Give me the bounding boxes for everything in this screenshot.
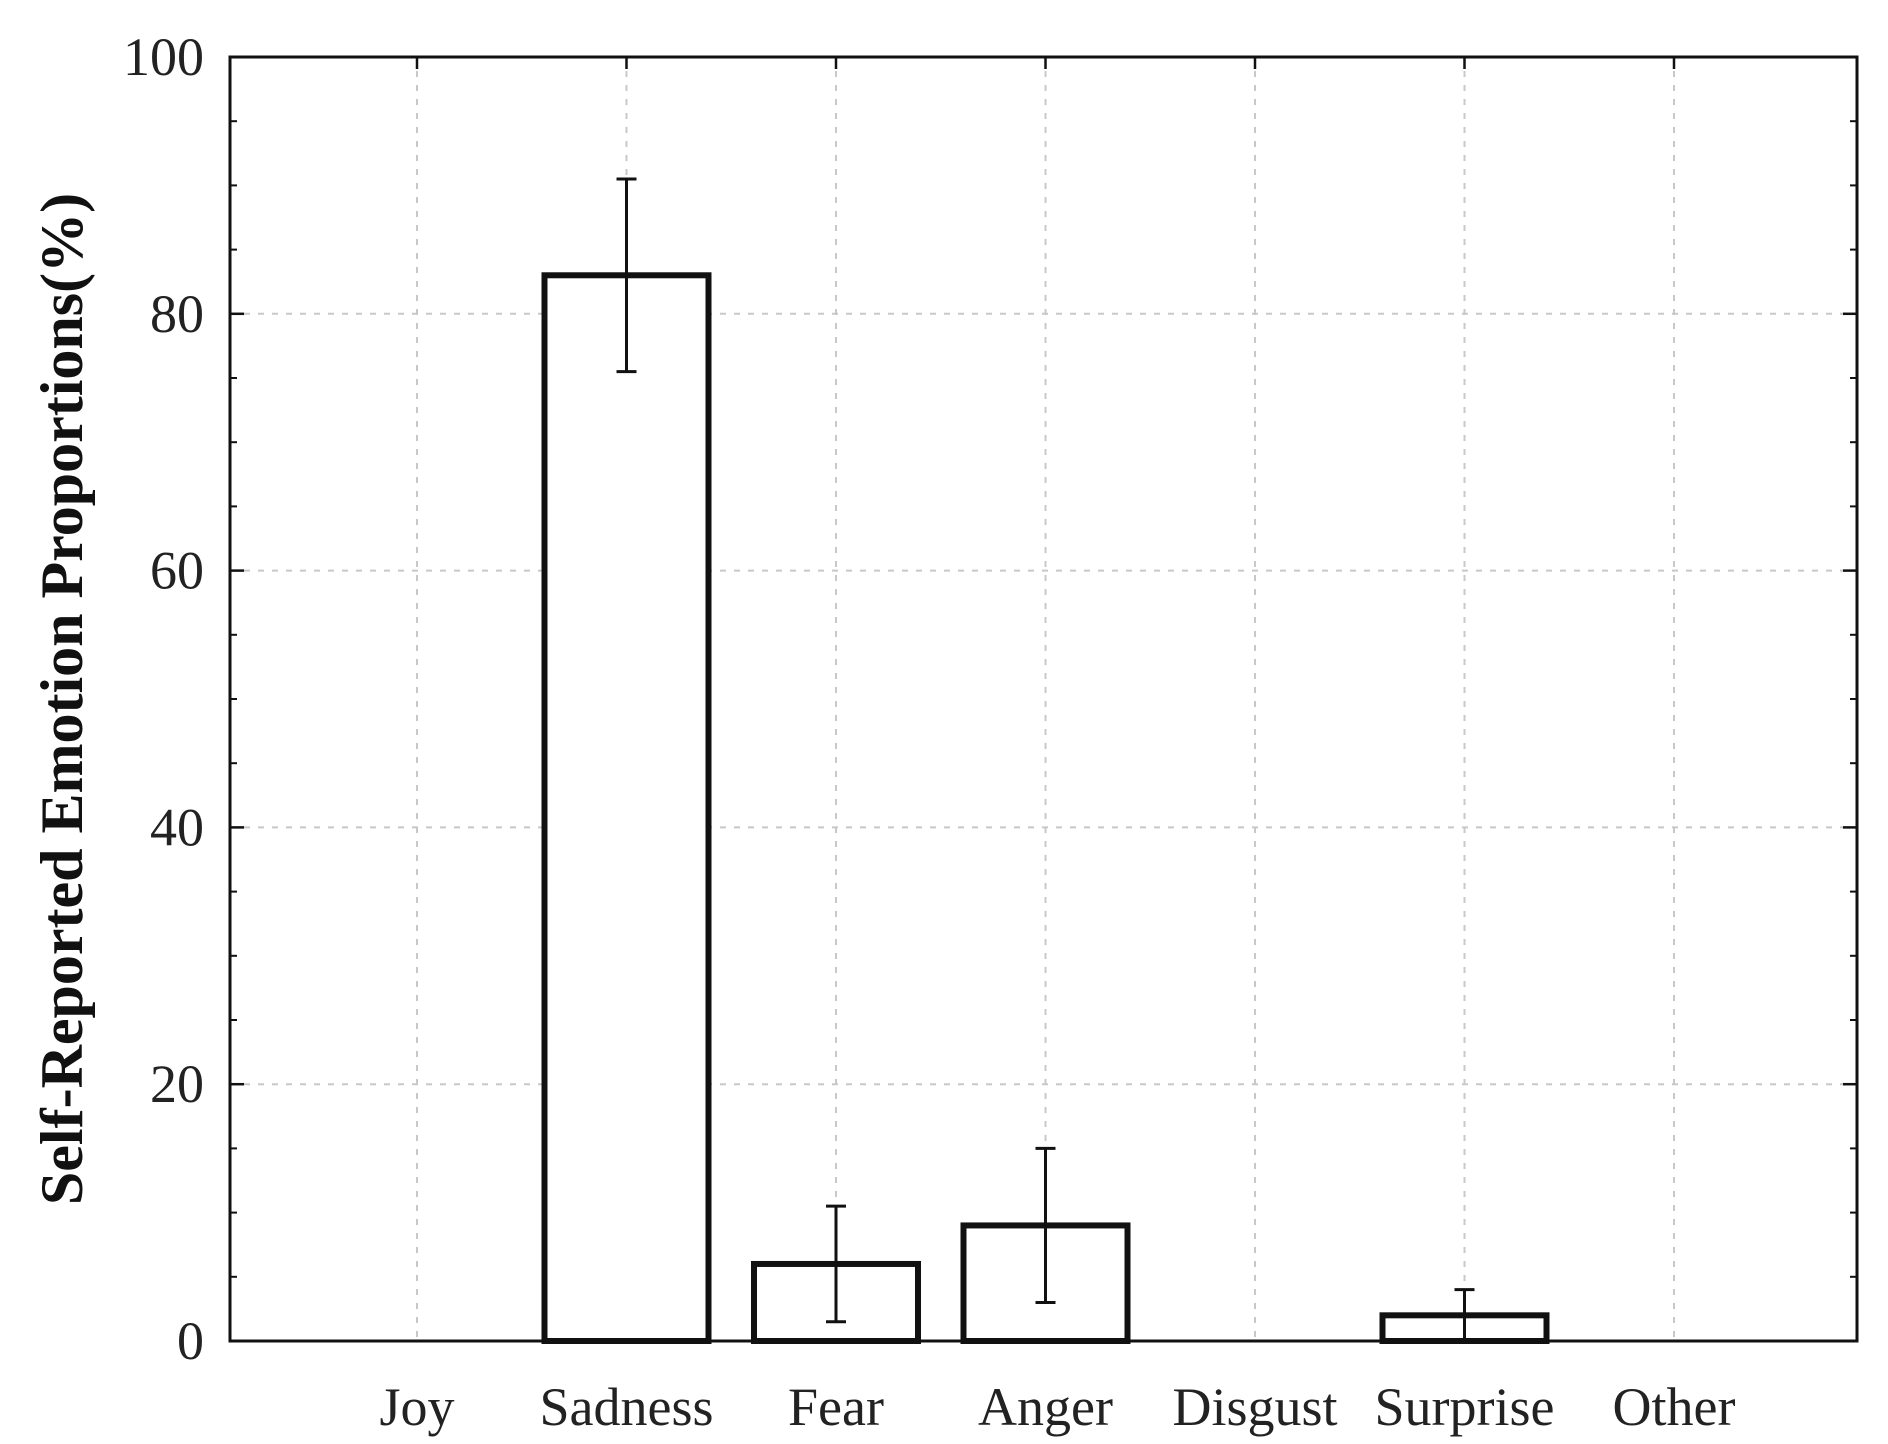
labels-layer: 0 20 40 60 80 100 Joy Sadness Fear Anger Disgust Su… [123, 27, 1735, 1437]
x-tick-label-fear: Fear [788, 1377, 884, 1437]
x-tick-label-anger: Anger [978, 1377, 1113, 1437]
y-axis-label: Self-Reported Emotion Proportions(%) [29, 193, 95, 1205]
y-tick-label: 100 [123, 27, 204, 87]
y-tick-label: 40 [150, 797, 204, 857]
x-tick-label-disgust: Disgust [1172, 1377, 1337, 1437]
bars-layer [541, 272, 1550, 1344]
ticks-layer [230, 55, 1857, 1343]
y-tick-label: 20 [150, 1054, 204, 1114]
x-tick-label-other: Other [1613, 1377, 1736, 1437]
x-tick-label-surprise: Surprise [1375, 1377, 1555, 1437]
y-tick-label: 60 [150, 541, 204, 601]
x-tick-label-sadness: Sadness [540, 1377, 714, 1437]
y-tick-label: 80 [150, 284, 204, 344]
y-tick-label: 0 [177, 1311, 204, 1371]
bar-sadness [541, 272, 712, 1344]
x-tick-label-joy: Joy [379, 1377, 454, 1437]
